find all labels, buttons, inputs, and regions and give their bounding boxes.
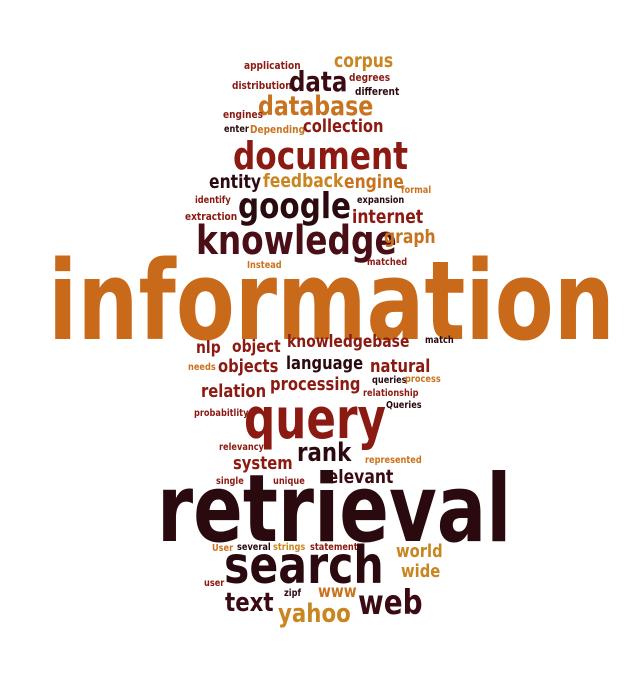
word-text: text [225,588,274,618]
word-nlp: nlp [196,338,221,358]
word-instead: Instead [247,260,282,271]
word-object: object [232,337,281,357]
word-retrieval: retrieval [157,455,512,564]
word-identify: identify [195,195,231,206]
word-system: system [233,453,293,474]
word-google: google [238,186,351,227]
word-database: database [258,91,374,122]
word-user-cap: User [212,543,234,554]
word-processing: processing [270,374,361,395]
word-information: information [48,237,615,365]
word-yahoo: yahoo [278,599,351,629]
word-statements: statements [310,542,363,553]
word-wide: wide [401,561,441,582]
word-entity: entity [209,171,262,193]
word-unique: unique [273,476,305,487]
word-distribution: distribution [232,79,292,92]
word-knowledgebase: knowledgebase [287,332,410,352]
word-corpus: corpus [334,50,394,72]
word-data: data [289,65,348,98]
word-queries-cap: Queries [386,400,422,411]
word-engine: engine [344,171,404,193]
word-internet: internet [352,206,424,228]
word-extraction: extraction [185,210,238,223]
word-zipf: zipf [284,588,302,599]
word-collection: collection [303,116,384,137]
word-rank: rank [297,438,352,468]
word-search: search [224,536,384,596]
word-several: several [237,542,271,553]
word-degrees: degrees [349,71,391,84]
word-strings: strings [273,542,306,553]
word-formal: formal [401,185,432,196]
word-match: match [425,335,454,346]
word-relation: relation [201,381,267,402]
word-matched: matched [367,257,408,268]
word-www: www [318,582,357,602]
word-language: language [286,353,364,374]
word-represented: represented [365,455,422,466]
word-objects: objects [218,356,279,377]
word-query: query [244,387,387,452]
word-knowledge: knowledge [196,218,397,264]
word-expansion: expansion [357,195,405,206]
word-engines: engines [223,108,264,121]
word-different: different [355,85,400,98]
word-world: world [396,541,443,562]
word-queries: queries [372,375,407,386]
word-web: web [358,583,423,623]
word-single: single [216,476,244,487]
word-natural: natural [370,356,431,377]
word-needs: needs [188,362,216,373]
word-depending: Depending [250,123,306,136]
word-process: process [405,374,441,385]
word-relevancy: relevancy [219,442,264,453]
word-application: application [244,59,301,72]
word-relevant: relevant [320,466,394,488]
word-relationship: relationship [363,388,419,399]
word-enter: enter [224,124,249,135]
word-probabitlity: probabitlity [194,408,249,419]
word-document: document [233,134,409,178]
word-graph: graph [384,226,436,248]
word-user: user [204,578,225,589]
word-feedback: feedback [263,170,344,192]
